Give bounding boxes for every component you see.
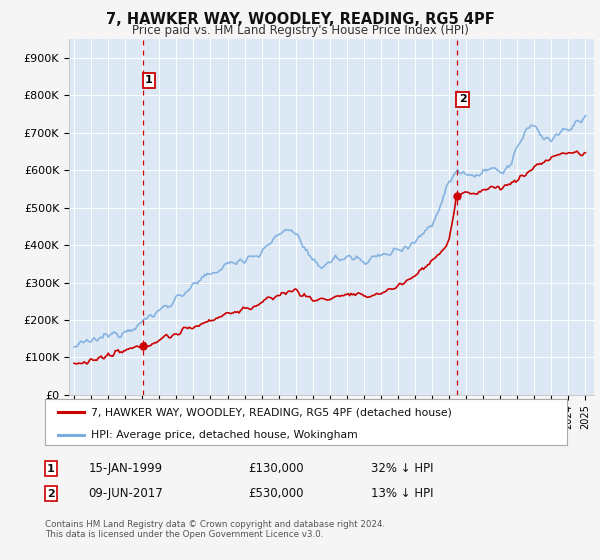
Text: 2: 2 — [459, 94, 466, 104]
Text: 7, HAWKER WAY, WOODLEY, READING, RG5 4PF: 7, HAWKER WAY, WOODLEY, READING, RG5 4PF — [106, 12, 494, 27]
Text: HPI: Average price, detached house, Wokingham: HPI: Average price, detached house, Woki… — [91, 430, 358, 440]
Text: 13% ↓ HPI: 13% ↓ HPI — [371, 487, 433, 501]
Text: 1: 1 — [145, 76, 153, 85]
Text: Price paid vs. HM Land Registry's House Price Index (HPI): Price paid vs. HM Land Registry's House … — [131, 24, 469, 36]
Text: 09-JUN-2017: 09-JUN-2017 — [89, 487, 163, 501]
Text: This data is licensed under the Open Government Licence v3.0.: This data is licensed under the Open Gov… — [45, 530, 323, 539]
Text: Contains HM Land Registry data © Crown copyright and database right 2024.: Contains HM Land Registry data © Crown c… — [45, 520, 385, 529]
Text: 2: 2 — [47, 489, 55, 499]
Text: 15-JAN-1999: 15-JAN-1999 — [89, 462, 163, 475]
Text: 32% ↓ HPI: 32% ↓ HPI — [371, 462, 433, 475]
Text: £130,000: £130,000 — [248, 462, 304, 475]
Text: £530,000: £530,000 — [248, 487, 304, 501]
Text: 1: 1 — [47, 464, 55, 474]
Text: 7, HAWKER WAY, WOODLEY, READING, RG5 4PF (detached house): 7, HAWKER WAY, WOODLEY, READING, RG5 4PF… — [91, 407, 452, 417]
